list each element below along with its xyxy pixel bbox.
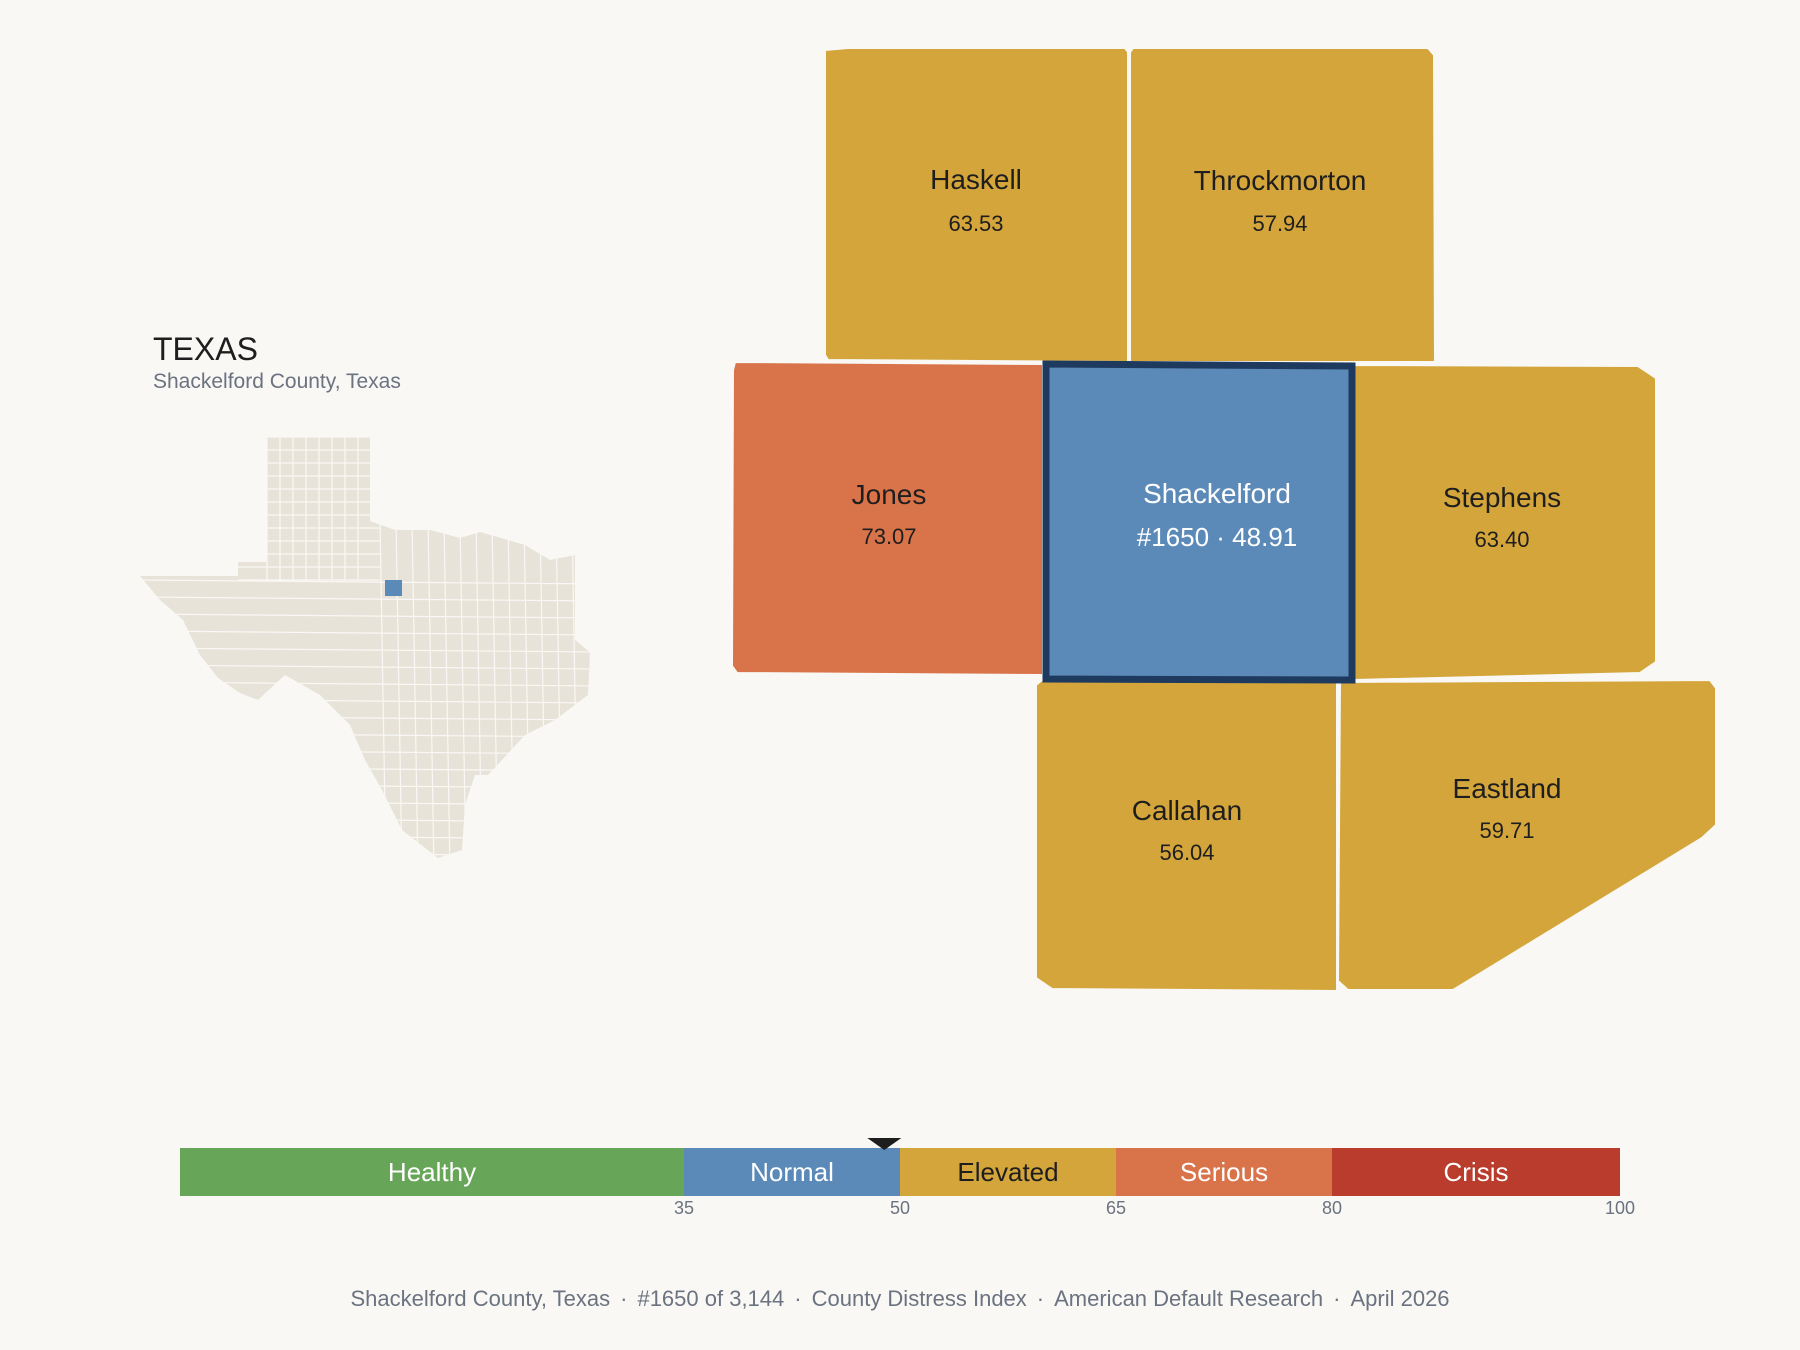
- county-name: Throckmorton: [1194, 165, 1367, 196]
- scale-segment-healthy: [180, 1148, 684, 1196]
- scale-segment-label: Elevated: [957, 1157, 1058, 1187]
- scale-segment-label: Serious: [1180, 1157, 1268, 1187]
- county-callahan[interactable]: Callahan 56.04: [1035, 678, 1338, 993]
- scale-segment-label: Healthy: [388, 1157, 476, 1187]
- scale-tick-label: 80: [1322, 1198, 1342, 1218]
- county-map: Haskell 63.53 Throckmorton 57.94 Jones 7…: [730, 47, 1717, 993]
- county-name: Jones: [852, 479, 927, 510]
- texas-locator-map: [140, 437, 590, 858]
- state-name: TEXAS: [153, 331, 258, 367]
- footer-county: Shackelford County, Texas: [350, 1286, 611, 1311]
- footer-separator: ·: [1333, 1286, 1341, 1311]
- footer-source: American Default Research: [1054, 1286, 1324, 1311]
- county-name: Shackelford: [1143, 478, 1291, 509]
- scale-segment-normal: [684, 1148, 900, 1196]
- footer-separator: ·: [794, 1286, 802, 1311]
- county-value: 63.40: [1474, 527, 1529, 552]
- county-haskell[interactable]: Haskell 63.53: [824, 47, 1129, 364]
- scale-tick-label: 35: [674, 1198, 694, 1218]
- county-value: 73.07: [861, 524, 916, 549]
- county-name: Callahan: [1132, 795, 1243, 826]
- footer: Shackelford County, Texas · #1650 of 3,144…: [0, 1286, 1800, 1312]
- county-value: 63.53: [948, 211, 1003, 236]
- county-value: 59.71: [1479, 818, 1534, 843]
- footer-date: April 2026: [1350, 1286, 1450, 1311]
- county-value: 57.94: [1252, 211, 1307, 236]
- county-value: #1650 · 48.91: [1137, 522, 1297, 552]
- distress-scale: Healthy Normal Elevated Serious Crisis 35 50 6…: [180, 1138, 1635, 1218]
- county-jones[interactable]: Jones 73.07: [730, 360, 1044, 677]
- state-subtitle: Shackelford County, Texas: [153, 370, 401, 393]
- county-value: 56.04: [1159, 840, 1214, 865]
- scale-segment-label: Normal: [750, 1157, 834, 1187]
- scale-segment-crisis: [1332, 1148, 1620, 1196]
- county-eastland[interactable]: Eastland 59.71: [1336, 678, 1717, 991]
- county-throckmorton[interactable]: Throckmorton 57.94: [1129, 47, 1437, 363]
- footer-separator: ·: [1036, 1286, 1045, 1311]
- scale-tick-label: 50: [890, 1198, 910, 1218]
- county-name: Eastland: [1453, 773, 1562, 804]
- state-header: TEXAS Shackelford County, Texas: [153, 330, 401, 394]
- county-name: Haskell: [930, 164, 1022, 195]
- scale-tick-label: 65: [1106, 1198, 1126, 1218]
- scale-marker-icon: [867, 1138, 902, 1150]
- county-shackelford[interactable]: Shackelford #1650 · 48.91: [1042, 360, 1356, 684]
- county-name: Stephens: [1443, 482, 1561, 513]
- scale-tick-label: 100: [1605, 1198, 1635, 1218]
- scale-segment-label: Crisis: [1444, 1157, 1509, 1187]
- footer-rank: #1650 of 3,144: [637, 1286, 785, 1311]
- scale-segment-serious: [1116, 1148, 1332, 1196]
- shackelford-locator-marker: [385, 580, 402, 596]
- scale-segment-elevated: [900, 1148, 1116, 1196]
- footer-separator: ·: [620, 1286, 628, 1311]
- footer-index: County Distress Index: [811, 1286, 1027, 1311]
